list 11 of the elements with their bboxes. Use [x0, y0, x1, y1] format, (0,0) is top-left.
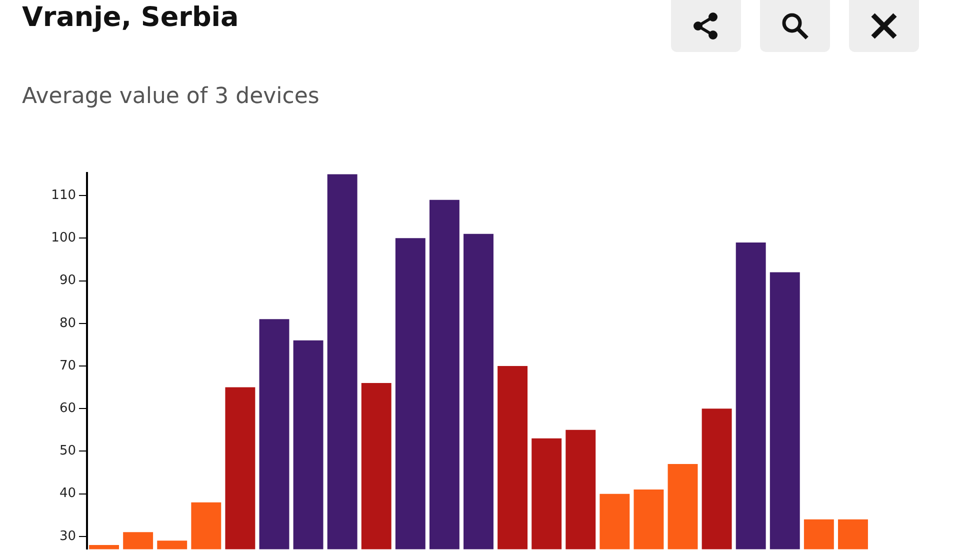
y-tick-label: 40	[59, 486, 76, 502]
y-tick-label: 80	[59, 316, 76, 331]
y-tick-label: 60	[59, 400, 76, 416]
y-tick-label: 70	[59, 358, 76, 374]
chart-subtitle: Average value of 3 devices	[22, 83, 320, 111]
y-tick-label: 30	[59, 528, 76, 544]
y-tick-label: 50	[59, 444, 76, 459]
y-tick-label: 90	[59, 273, 76, 288]
y-tick-label: 100	[51, 230, 76, 246]
chart-title: Vranje, Serbia	[22, 1, 239, 35]
y-tick-label: 110	[51, 188, 76, 203]
